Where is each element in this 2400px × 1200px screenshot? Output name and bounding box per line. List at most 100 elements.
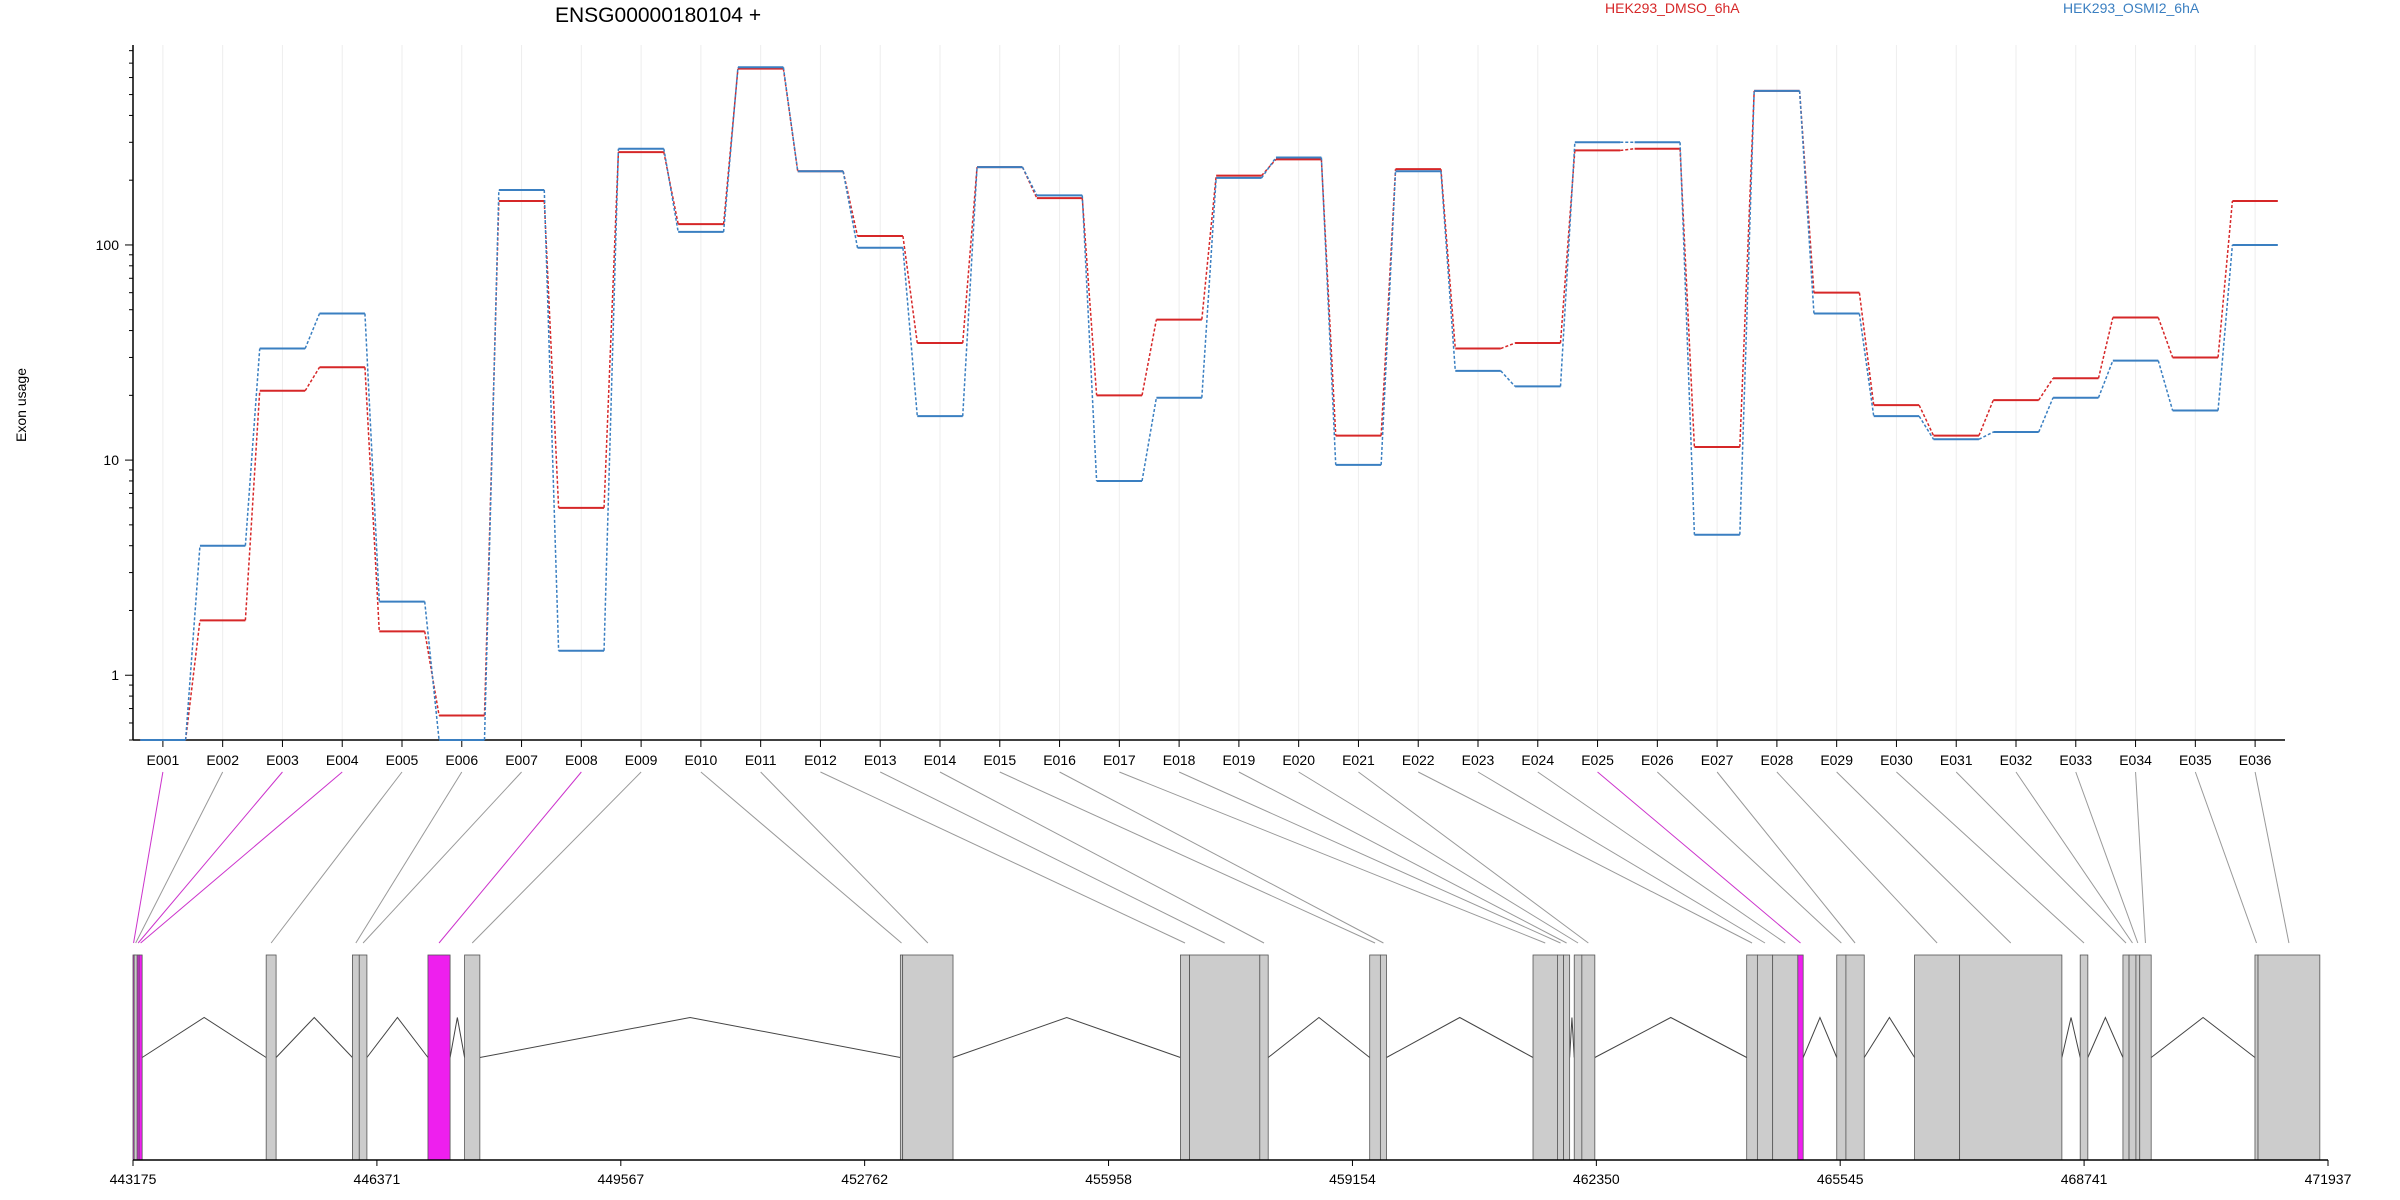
x-tick-label: E027 <box>1701 752 1734 768</box>
x-tick-label: E030 <box>1880 752 1913 768</box>
x-tick-label: E022 <box>1402 752 1435 768</box>
exon-box <box>1259 954 1269 1161</box>
exon-connector <box>1896 771 2085 944</box>
exon-connector <box>1119 771 1546 944</box>
x-tick-label: E024 <box>1521 752 1554 768</box>
series-connector <box>2038 377 2054 401</box>
exon-box <box>1797 954 1804 1161</box>
exon-connector <box>1597 771 1801 944</box>
exon-connector <box>1477 771 1766 944</box>
exon-connector-lines <box>133 771 2290 944</box>
x-tick-label: E010 <box>685 752 718 768</box>
exon-connector <box>1059 771 1384 944</box>
exon-box <box>427 954 451 1161</box>
series-connector <box>244 348 261 546</box>
series-connector <box>1500 342 1516 350</box>
x-tick-label: E026 <box>1641 752 1674 768</box>
series-connector <box>1559 150 1576 344</box>
x-tick-label: E028 <box>1761 752 1794 768</box>
exon-box <box>1581 954 1596 1161</box>
intron-line <box>141 1016 267 1058</box>
exon-box <box>358 954 368 1161</box>
series-connector <box>2217 244 2234 411</box>
exon-box <box>265 954 277 1161</box>
intron-line <box>479 1016 901 1058</box>
exon-box <box>1756 954 1774 1161</box>
x-tick-label: E009 <box>625 752 658 768</box>
x-tick-label: E018 <box>1163 752 1196 768</box>
genome-tick-label: 455958 <box>1085 1171 1132 1187</box>
exon-box <box>1845 954 1865 1161</box>
series-connector <box>1141 397 1158 482</box>
genome-tick-label: 452762 <box>841 1171 888 1187</box>
x-tick-label: E013 <box>864 752 897 768</box>
exon-connector <box>2194 771 2257 944</box>
exon-connector <box>1716 771 1856 944</box>
series-connector <box>2097 317 2114 379</box>
exon-connector <box>1537 771 1786 944</box>
exon-box <box>1573 954 1583 1161</box>
exon-box <box>1189 954 1261 1161</box>
exon-box <box>1379 954 1387 1161</box>
series-connector <box>1500 370 1516 387</box>
series-connector <box>423 601 440 741</box>
exon-connector <box>879 771 1225 944</box>
exon-box <box>1532 954 1558 1161</box>
exon-connector <box>760 771 929 944</box>
series-connector <box>2217 200 2234 358</box>
exon-box <box>1180 954 1190 1161</box>
intron-line <box>1569 1017 1575 1058</box>
exon-connector <box>1178 771 1561 944</box>
x-tick-label: E023 <box>1462 752 1495 768</box>
exon-connector <box>999 771 1376 944</box>
series-connector <box>1679 142 1696 535</box>
exon-box <box>133 954 138 1161</box>
exon-box <box>2128 954 2137 1161</box>
exon-box <box>352 954 360 1161</box>
series-connector <box>1858 313 1875 417</box>
x-tick-label: E032 <box>2000 752 2033 768</box>
series-connector <box>603 148 620 651</box>
exon-connector <box>1836 771 2012 944</box>
genome-tick-label: 465545 <box>1817 1171 1864 1187</box>
y-tick-label: 1 <box>111 667 119 683</box>
x-tick-label: E015 <box>983 752 1016 768</box>
x-tick-label: E035 <box>2179 752 2212 768</box>
exon-connector <box>1656 771 1842 944</box>
exon-box <box>464 954 481 1161</box>
series-connector <box>2097 360 2114 398</box>
intron-line <box>1594 1016 1747 1058</box>
series-connector <box>1021 166 1038 196</box>
x-tick-label: E012 <box>804 752 837 768</box>
x-tick-label: E007 <box>505 752 538 768</box>
legend-series-osmi: HEK293_OSMI2_6hA <box>2063 0 2200 16</box>
series-connector <box>1739 90 1755 448</box>
exon-connector <box>270 771 403 944</box>
exon-box <box>1369 954 1381 1161</box>
exon-box <box>1836 954 1847 1161</box>
exon-connector <box>700 771 902 944</box>
series-connector <box>1918 415 1935 440</box>
exon-connector <box>2254 771 2290 944</box>
exon-connector <box>820 771 1186 944</box>
series-connector <box>782 67 799 172</box>
exon-connector <box>1417 771 1753 944</box>
x-tick-label: E034 <box>2119 752 2152 768</box>
series-connector <box>1440 169 1457 349</box>
x-tick-label: E021 <box>1342 752 1375 768</box>
x-tick-label: E029 <box>1820 752 1853 768</box>
series-connector <box>722 67 739 232</box>
genome-tick-label: 446371 <box>354 1171 401 1187</box>
intron-line <box>1863 1016 1916 1058</box>
series-connector <box>364 367 381 632</box>
series-connector <box>2157 317 2174 358</box>
series-connector <box>1380 171 1397 465</box>
exon-connector <box>1955 771 2127 944</box>
series-connector <box>184 545 201 741</box>
series-connector <box>902 235 919 344</box>
plot-area: 1 10 100 E001 E002 E003 E004 E005 E006 E007 E008 E0… <box>96 45 2285 768</box>
exon-box <box>1959 954 2063 1161</box>
series-connector <box>842 171 859 237</box>
intron-line <box>2061 1017 2081 1058</box>
x-tick-label: E002 <box>206 752 239 768</box>
